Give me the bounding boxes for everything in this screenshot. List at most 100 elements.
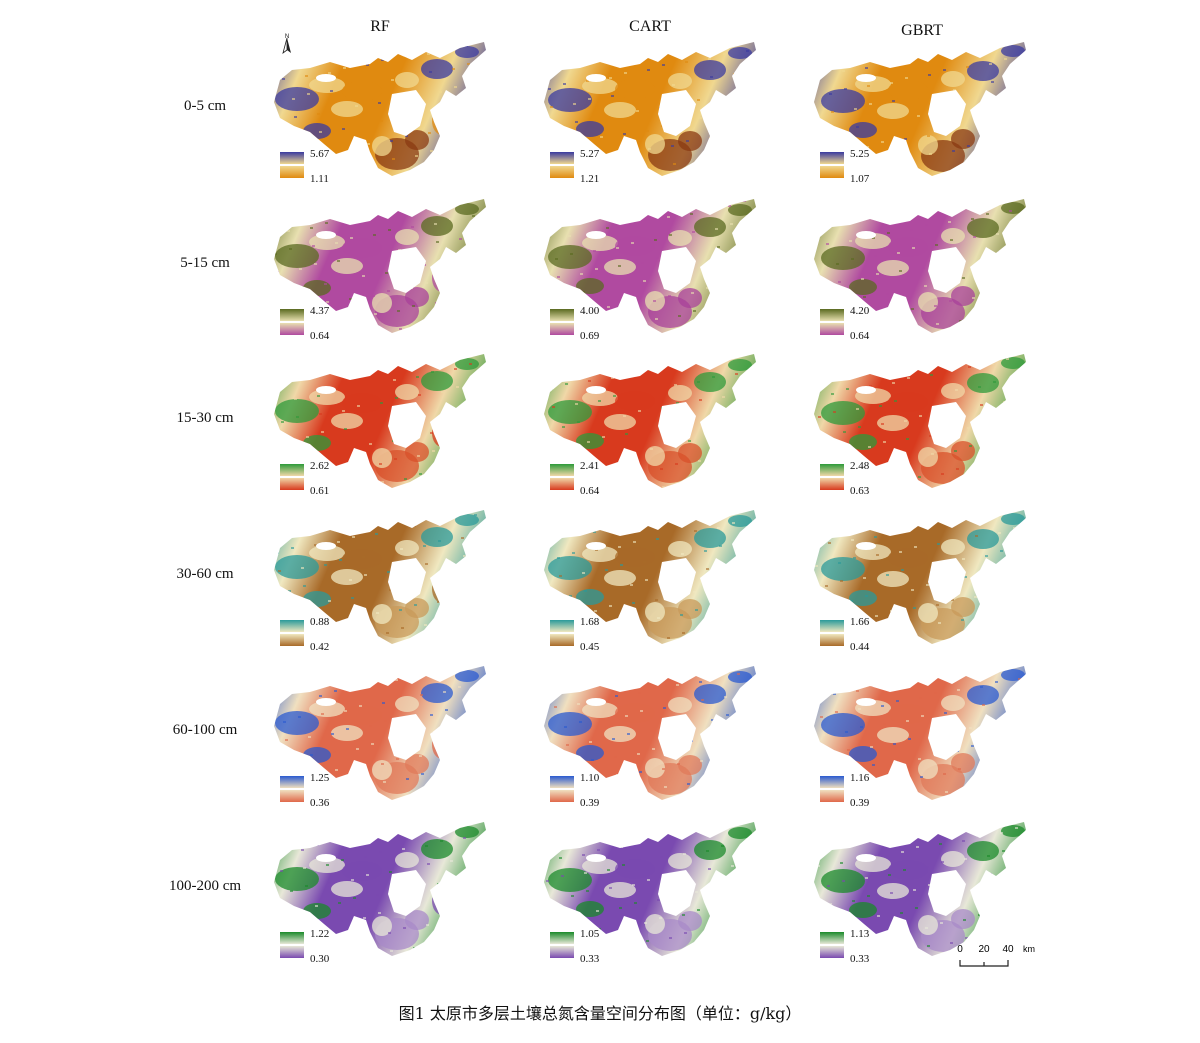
map-rf-row1 [270,197,490,352]
legend-bar-high [550,620,574,632]
color-legend: 1.05 0.33 [550,928,640,970]
figure-caption: 图1 太原市多层土壤总氮含量空间分布图（单位：g/kg） [398,1004,802,1023]
depth-label: 60-100 cm [172,722,238,738]
legend-bar-low [550,478,574,490]
scale-bar: 0 20 40 km [955,940,1045,980]
north-label: N [285,34,289,40]
legend-bar-low [550,946,574,958]
legend-max-value: 1.68 [580,616,600,628]
scale-tick-0: 0 [957,944,963,955]
map-gbrt-row5 [810,820,1030,975]
map-rf-row4 [270,664,490,819]
color-legend: 1.25 0.36 [280,772,370,814]
legend-max-value: 1.10 [580,772,600,784]
map-rf-row3 [270,508,490,663]
map-cart-row5 [540,820,760,975]
legend-min-value: 1.07 [850,173,870,185]
legend-max-value: 4.20 [850,305,870,317]
legend-min-value: 0.61 [310,485,330,497]
map-gbrt-row3 [810,508,1030,663]
map-cart-row4 [540,664,760,819]
map-gbrt-row4 [810,664,1030,819]
color-legend: 0.88 0.42 [280,616,370,658]
legend-bar-low [280,166,304,178]
legend-bar-high [820,464,844,476]
map-cart-row1 [540,197,760,352]
legend-bar-low [550,166,574,178]
color-legend: 4.20 0.64 [820,305,910,347]
legend-bar-low [820,946,844,958]
legend-max-value: 5.27 [580,148,600,160]
column-title-rf: RF [370,18,390,35]
legend-bar-low [820,323,844,335]
legend-min-value: 1.21 [580,173,600,185]
legend-bar-high [550,464,574,476]
legend-bar-low [820,478,844,490]
depth-label: 5-15 cm [180,255,230,271]
legend-bar-low [280,634,304,646]
color-legend: 2.62 0.61 [280,460,370,502]
scale-unit: km [1023,944,1035,954]
legend-min-value: 0.33 [580,953,600,965]
legend-bar-high [550,309,574,321]
column-title-cart: CART [629,18,671,35]
scale-tick-20: 20 [978,944,990,955]
depth-label: 100-200 cm [168,878,242,894]
legend-min-value: 0.63 [850,485,870,497]
legend-bar-high [280,152,304,164]
color-legend: 1.13 0.33 [820,928,910,970]
legend-max-value: 2.62 [310,460,330,472]
legend-min-value: 0.45 [580,641,600,653]
legend-max-value: 5.25 [850,148,870,160]
legend-max-value: 0.88 [310,616,330,628]
legend-max-value: 1.16 [850,772,870,784]
legend-min-value: 0.30 [310,953,330,965]
legend-bar-high [550,152,574,164]
color-legend: 1.68 0.45 [550,616,640,658]
legend-max-value: 1.25 [310,772,330,784]
color-legend: 2.41 0.64 [550,460,640,502]
depth-label: 0-5 cm [183,98,227,114]
color-legend: 4.37 0.64 [280,305,370,347]
depth-label: 30-60 cm [176,566,234,582]
legend-bar-high [820,776,844,788]
map-rf-row0 [270,40,490,195]
legend-bar-low [820,166,844,178]
map-cart-row0 [540,40,760,195]
map-cart-row3 [540,508,760,663]
legend-min-value: 0.36 [310,797,330,809]
legend-max-value: 1.66 [850,616,870,628]
legend-bar-low [280,323,304,335]
legend-bar-high [280,309,304,321]
color-legend: 1.16 0.39 [820,772,910,814]
legend-max-value: 1.05 [580,928,600,940]
legend-bar-high [820,152,844,164]
color-legend: 1.66 0.44 [820,616,910,658]
legend-min-value: 0.42 [310,641,330,653]
legend-max-value: 1.22 [310,928,330,940]
legend-max-value: 4.37 [310,305,330,317]
legend-max-value: 1.13 [850,928,870,940]
color-legend: 1.22 0.30 [280,928,370,970]
legend-bar-low [550,634,574,646]
legend-bar-high [280,932,304,944]
color-legend: 1.10 0.39 [550,772,640,814]
color-legend: 5.25 1.07 [820,148,910,190]
legend-bar-low [280,946,304,958]
color-legend: 5.27 1.21 [550,148,640,190]
legend-bar-high [280,464,304,476]
legend-min-value: 0.44 [850,641,870,653]
legend-bar-low [820,790,844,802]
legend-bar-high [280,776,304,788]
legend-bar-low [280,790,304,802]
legend-bar-high [550,776,574,788]
legend-bar-low [550,323,574,335]
legend-min-value: 1.11 [310,173,329,185]
legend-min-value: 0.33 [850,953,870,965]
legend-min-value: 0.69 [580,330,600,342]
legend-bar-low [550,790,574,802]
color-legend: 4.00 0.69 [550,305,640,347]
legend-bar-low [280,478,304,490]
legend-max-value: 2.48 [850,460,870,472]
legend-bar-high [820,932,844,944]
